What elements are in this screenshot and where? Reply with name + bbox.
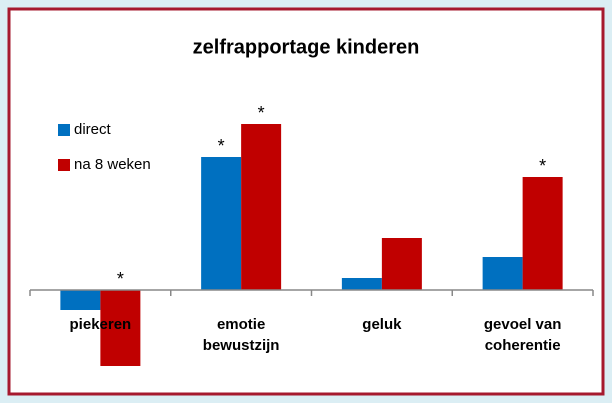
x-tick-label: gevoel van <box>484 316 562 333</box>
bar <box>522 177 563 290</box>
bar <box>341 278 382 290</box>
bar <box>201 157 242 290</box>
bar <box>482 257 523 290</box>
x-tick-label: coherentie <box>485 337 561 354</box>
legend-swatch <box>58 124 70 136</box>
significance-label: * <box>218 136 225 156</box>
significance-label: * <box>117 269 124 289</box>
bar <box>60 290 101 310</box>
legend-label: direct <box>74 121 112 138</box>
significance-label: * <box>539 156 546 176</box>
chart-title: zelfrapportage kinderen <box>193 36 420 58</box>
legend-label: na 8 weken <box>74 156 151 173</box>
legend-swatch <box>58 159 70 171</box>
bar <box>381 238 422 290</box>
bar <box>241 124 282 290</box>
x-tick-label: piekeren <box>70 316 132 333</box>
x-tick-label: emotie <box>217 316 265 333</box>
x-tick-label: geluk <box>362 316 402 333</box>
bar <box>100 290 141 366</box>
significance-label: * <box>258 103 265 123</box>
x-tick-label: bewustzijn <box>203 337 280 354</box>
